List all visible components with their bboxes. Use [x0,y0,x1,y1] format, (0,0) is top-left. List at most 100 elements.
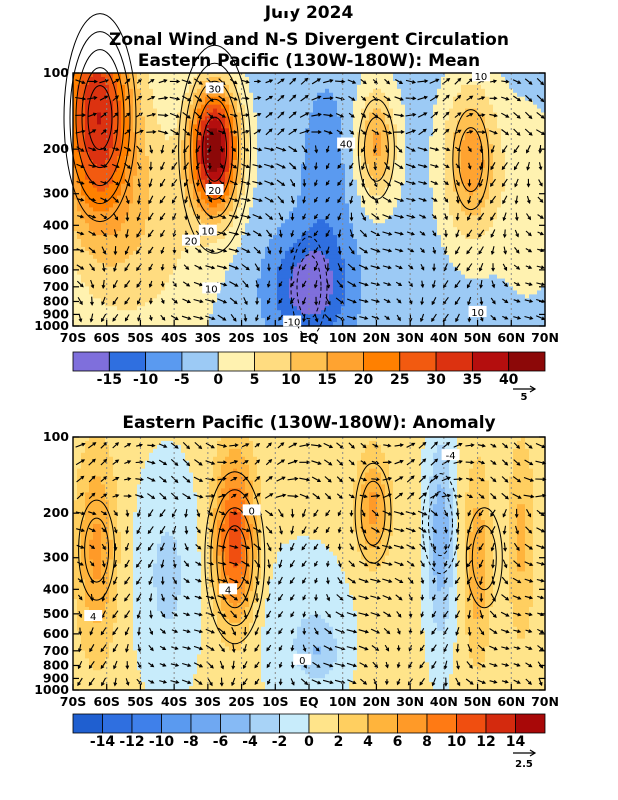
field-cell [193,246,198,252]
field-cell [149,187,154,193]
field-cell [105,207,110,212]
field-cell [161,270,166,276]
field-cell [133,175,138,181]
field-cell [109,191,114,197]
field-cell [333,239,338,244]
field-cell [93,120,98,125]
field-cell [257,235,262,240]
field-cell [133,262,138,268]
field-cell [85,183,90,189]
field-cell [73,96,78,102]
field-cell [145,318,150,323]
field-cell [209,322,214,327]
field-cell [237,211,242,216]
field-cell [209,207,214,212]
field-cell [205,96,210,102]
field-cell [357,266,362,272]
field-cell [137,152,142,157]
field-cell [145,262,150,268]
field-cell [245,76,250,82]
field-cell [245,306,250,311]
field-cell [101,278,106,284]
field-cell [181,298,186,303]
field-cell [309,167,314,173]
field-cell [153,128,158,133]
field-cell [261,144,266,149]
field-cell [125,116,130,122]
field-cell [145,239,150,244]
field-cell [117,211,122,216]
field-cell [133,159,138,165]
field-cell [297,179,302,185]
field-cell [125,175,130,181]
field-cell [249,120,254,125]
field-cell [85,306,90,311]
field-cell [173,274,178,280]
field-cell [121,262,126,268]
field-cell [229,274,234,280]
field-cell [329,183,334,189]
field-cell [289,152,294,157]
field-cell [381,183,386,189]
field-cell [349,187,354,193]
field-cell [233,262,238,268]
field-cell [149,322,154,327]
field-cell [249,163,254,169]
field-cell [329,199,334,205]
field-cell [125,120,130,125]
field-cell [81,290,86,295]
field-cell [177,310,182,315]
field-cell [281,156,286,161]
field-cell [141,175,146,181]
field-cell [185,322,190,327]
field-cell [97,73,102,78]
field-cell [93,270,98,276]
field-cell [217,270,222,276]
field-cell [317,314,322,319]
field-cell [125,290,130,295]
field-cell [321,80,326,86]
field-cell [113,120,118,125]
field-cell [349,274,354,280]
field-cell [237,179,242,185]
field-cell [209,195,214,201]
field-cell [109,159,114,165]
field-cell [181,274,186,280]
field-cell [229,187,234,193]
field-cell [269,116,274,122]
field-cell [133,156,138,161]
field-cell [169,227,174,232]
field-cell [81,318,86,323]
field-cell [381,258,386,264]
field-cell [297,92,302,98]
field-cell [241,104,246,110]
field-cell [133,80,138,86]
field-cell [257,100,262,106]
field-cell [261,73,266,78]
field-cell [213,262,218,268]
field-cell [201,120,206,125]
field-cell [333,152,338,157]
field-cell [245,322,250,327]
field-cell [121,203,126,208]
field-cell [137,262,142,268]
field-cell [269,262,274,268]
field-cell [101,242,106,248]
field-cell [229,124,234,129]
field-cell [265,274,270,280]
field-cell [229,215,234,220]
field-cell [101,187,106,193]
field-cell [73,246,78,252]
field-cell [141,199,146,205]
field-cell [301,84,306,90]
field-cell [105,286,110,292]
field-cell [133,207,138,212]
field-cell [125,148,130,153]
field-cell [77,278,82,284]
field-cell [345,223,350,228]
field-cell [197,163,202,169]
field-cell [149,211,154,216]
field-cell [329,239,334,244]
field-cell [301,227,306,232]
field-cell [109,92,114,98]
